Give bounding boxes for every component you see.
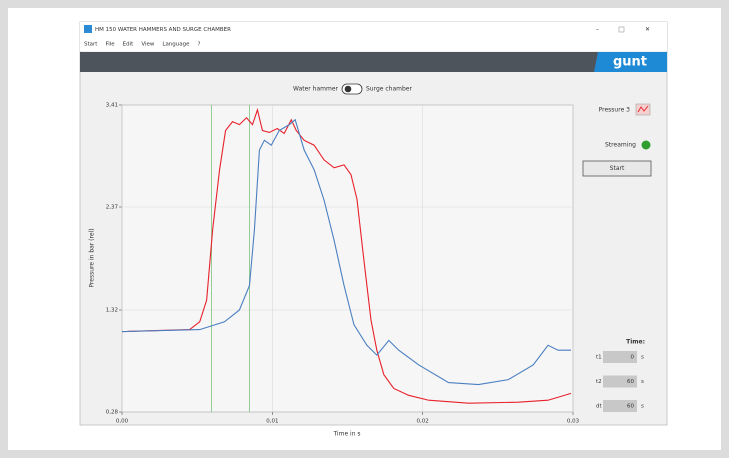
logo: gunt	[613, 55, 647, 70]
status-indicator	[641, 140, 651, 150]
app-icon	[84, 25, 92, 33]
menu-item[interactable]: ?	[198, 42, 201, 48]
legend-label: Pressure 3	[599, 107, 631, 114]
y-axis-label: Pressure in bar (rel)	[89, 228, 96, 287]
time-title: Time:	[626, 339, 645, 346]
y-tick-label: 0,28	[106, 410, 119, 416]
maximize-button[interactable]	[618, 26, 625, 33]
close-button[interactable]: ✕	[645, 26, 650, 33]
time-unit: s	[641, 379, 644, 385]
data-line	[121, 118, 572, 386]
menu-item[interactable]: Edit	[123, 42, 134, 48]
menu-item[interactable]: Language	[162, 42, 190, 48]
title-bar	[80, 22, 667, 36]
menu-item[interactable]: Start	[84, 42, 98, 48]
start-button-label[interactable]: Start	[610, 165, 625, 172]
time-unit: s	[641, 404, 644, 410]
minimize-button[interactable]: –	[596, 26, 599, 33]
time-value: 60	[627, 404, 634, 410]
x-tick-label: 0,00	[116, 419, 129, 425]
menu: Start File Edit View Language?	[84, 42, 201, 48]
time-field	[603, 400, 637, 412]
toggle-left-label: Water hammer	[293, 86, 339, 93]
x-tick-label: 0,02	[417, 419, 429, 425]
time-value: 60	[627, 379, 634, 385]
menu-item[interactable]: File	[105, 42, 115, 48]
menu-item[interactable]: View	[141, 42, 155, 48]
logo-background	[594, 52, 667, 72]
y-tick-label: 3,41	[106, 103, 118, 109]
y-tick-label: 1,32	[106, 307, 118, 313]
window-title: HM 150 WATER HAMMERS AND SURGE CHAMBER	[95, 27, 231, 33]
time-unit: s	[641, 355, 644, 361]
x-tick-label: 0,01	[266, 419, 278, 425]
toggle-right-label: Surge chamber	[366, 86, 413, 93]
time-value: 0	[631, 355, 635, 361]
status-label: Streaming	[605, 142, 636, 149]
toggle-knob	[344, 85, 352, 93]
menu-bar	[80, 36, 667, 51]
x-axis-label: Time in s	[332, 431, 360, 438]
y-tick-label: 2,37	[106, 205, 119, 211]
time-field	[603, 375, 637, 388]
time-row-label: t1	[596, 355, 602, 361]
plot-area	[121, 104, 574, 413]
time-row-label: t2	[596, 379, 602, 385]
start-button[interactable]	[582, 160, 652, 177]
header-bar	[80, 52, 667, 72]
time-panel: t1 0 st2 60 sdt 60 s	[596, 351, 644, 412]
legend-icon	[637, 105, 649, 113]
time-row-label: dt	[596, 404, 602, 410]
x-tick-label: 0,03	[567, 419, 580, 425]
time-field	[603, 351, 637, 363]
